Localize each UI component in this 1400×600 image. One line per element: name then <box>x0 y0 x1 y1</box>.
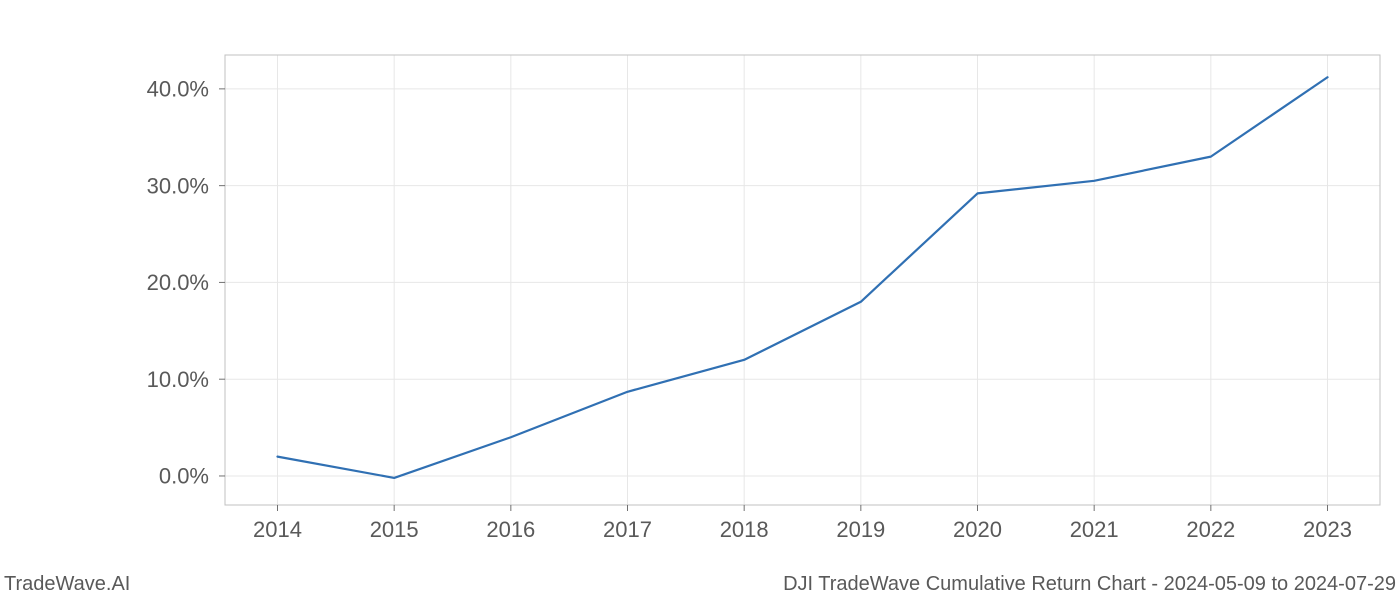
y-tick-label: 10.0% <box>147 367 209 392</box>
x-tick-label: 2020 <box>953 517 1002 542</box>
y-tick-label: 20.0% <box>147 270 209 295</box>
y-tick-label: 0.0% <box>159 464 209 489</box>
y-tick-label: 30.0% <box>147 173 209 198</box>
chart-container: 2014 2015 2016 2017 2018 2019 2020 2021 2022 2023… <box>0 0 1400 600</box>
y-tick-label: 40.0% <box>147 77 209 102</box>
line-chart-svg: 2014 2015 2016 2017 2018 2019 2020 2021 2022 2023… <box>0 0 1400 600</box>
x-tick-label: 2022 <box>1186 517 1235 542</box>
x-tick-label: 2016 <box>486 517 535 542</box>
footer-right-label: DJI TradeWave Cumulative Return Chart - … <box>783 573 1396 596</box>
footer-left-label: TradeWave.AI <box>4 573 130 596</box>
x-tick-label: 2018 <box>720 517 769 542</box>
x-tick-label: 2014 <box>253 517 302 542</box>
x-tick-label: 2017 <box>603 517 652 542</box>
x-tick-label: 2015 <box>370 517 419 542</box>
chart-background <box>0 0 1400 600</box>
x-tick-label: 2019 <box>836 517 885 542</box>
x-tick-label: 2023 <box>1303 517 1352 542</box>
x-tick-label: 2021 <box>1070 517 1119 542</box>
